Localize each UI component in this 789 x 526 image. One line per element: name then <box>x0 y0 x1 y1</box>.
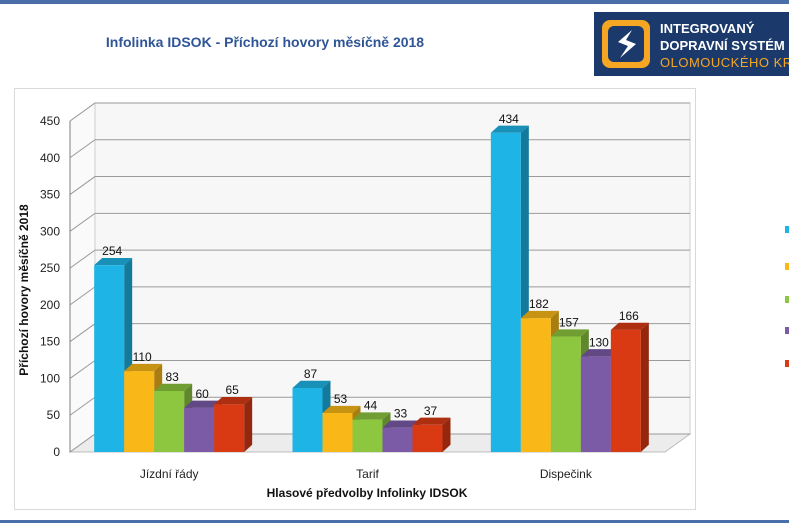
bar-top <box>550 329 589 337</box>
bar-top <box>490 125 529 133</box>
y-tick-label: 0 <box>53 445 60 459</box>
bar-top <box>412 417 451 425</box>
x-tick-label: Jízdní řády <box>140 467 199 481</box>
bar <box>292 388 323 452</box>
bar-top <box>352 412 391 420</box>
data-label: 166 <box>619 309 639 323</box>
bar-top <box>154 383 193 391</box>
bar-top <box>292 380 331 389</box>
frame-bottom-border <box>0 520 789 523</box>
bar <box>352 419 383 452</box>
x-tick-label: Tarif <box>356 467 379 481</box>
data-label: 157 <box>559 316 579 330</box>
legend-marker-2 <box>785 263 789 270</box>
bar <box>184 407 215 452</box>
bar-top <box>322 405 361 414</box>
logo-text-line1: INTEGROVANÝ <box>660 21 755 36</box>
legend-marker-5 <box>785 360 789 367</box>
bar <box>490 132 521 452</box>
bar <box>550 336 581 452</box>
legend-marker-1 <box>785 226 789 233</box>
y-tick-label: 400 <box>40 151 60 165</box>
bar <box>382 427 413 452</box>
bar <box>154 390 185 452</box>
y-axis-title: Příchozí hovory měsíčně 2018 <box>17 204 31 376</box>
ids-logo: INTEGROVANÝ DOPRAVNÍ SYSTÉM OLOMOUCKÉHO … <box>594 12 789 76</box>
data-label: 37 <box>424 404 438 418</box>
frame-top-border <box>0 0 789 4</box>
x-axis-title: Hlasové předvolby Infolinky IDSOK <box>267 486 468 500</box>
x-tick-label: Dispečink <box>540 467 593 481</box>
bar <box>610 329 641 452</box>
y-tick-label: 450 <box>40 114 60 128</box>
bar-top <box>214 396 253 405</box>
y-tick-label: 100 <box>40 371 60 385</box>
bar <box>580 356 611 452</box>
data-label: 110 <box>133 350 152 364</box>
logo-emblem-icon <box>602 20 650 68</box>
y-tick-label: 300 <box>40 224 60 238</box>
legend-marker-4 <box>785 327 789 334</box>
bar-top <box>124 363 163 372</box>
data-label: 53 <box>334 392 348 406</box>
bar-top <box>94 257 133 266</box>
bar-side <box>442 417 451 452</box>
data-label: 130 <box>589 335 609 349</box>
bar-top <box>610 322 649 330</box>
legend-marker-3 <box>785 296 789 303</box>
bar-side <box>640 322 649 452</box>
y-tick-label: 350 <box>40 188 60 202</box>
data-label: 254 <box>102 244 122 258</box>
data-label: 434 <box>499 112 519 126</box>
bar <box>322 413 353 452</box>
logo-text-line3: OLOMOUCKÉHO KRAJE <box>660 55 789 70</box>
data-label: 44 <box>364 399 378 413</box>
chart-title: Infolinka IDSOK - Příchozí hovory měsíčn… <box>105 34 425 50</box>
bar <box>412 424 443 452</box>
bar-side <box>244 396 253 452</box>
y-tick-label: 250 <box>40 261 60 275</box>
y-tick-label: 50 <box>47 408 61 422</box>
bar-top <box>520 310 559 319</box>
y-tick-label: 150 <box>40 335 60 349</box>
bar <box>520 318 551 452</box>
bar-top <box>382 420 421 428</box>
bar-top <box>580 349 619 357</box>
bar <box>124 371 155 452</box>
data-label: 65 <box>225 383 239 397</box>
bar <box>214 404 245 452</box>
data-label: 60 <box>195 387 209 401</box>
bar <box>94 265 125 452</box>
bar-top <box>184 400 223 408</box>
data-label: 83 <box>165 370 179 384</box>
y-tick-label: 200 <box>40 298 60 312</box>
data-label: 182 <box>529 297 549 311</box>
data-label: 33 <box>394 407 408 421</box>
logo-text-line2: DOPRAVNÍ SYSTÉM <box>660 38 785 53</box>
gridline <box>69 102 690 122</box>
data-label: 87 <box>304 367 318 381</box>
